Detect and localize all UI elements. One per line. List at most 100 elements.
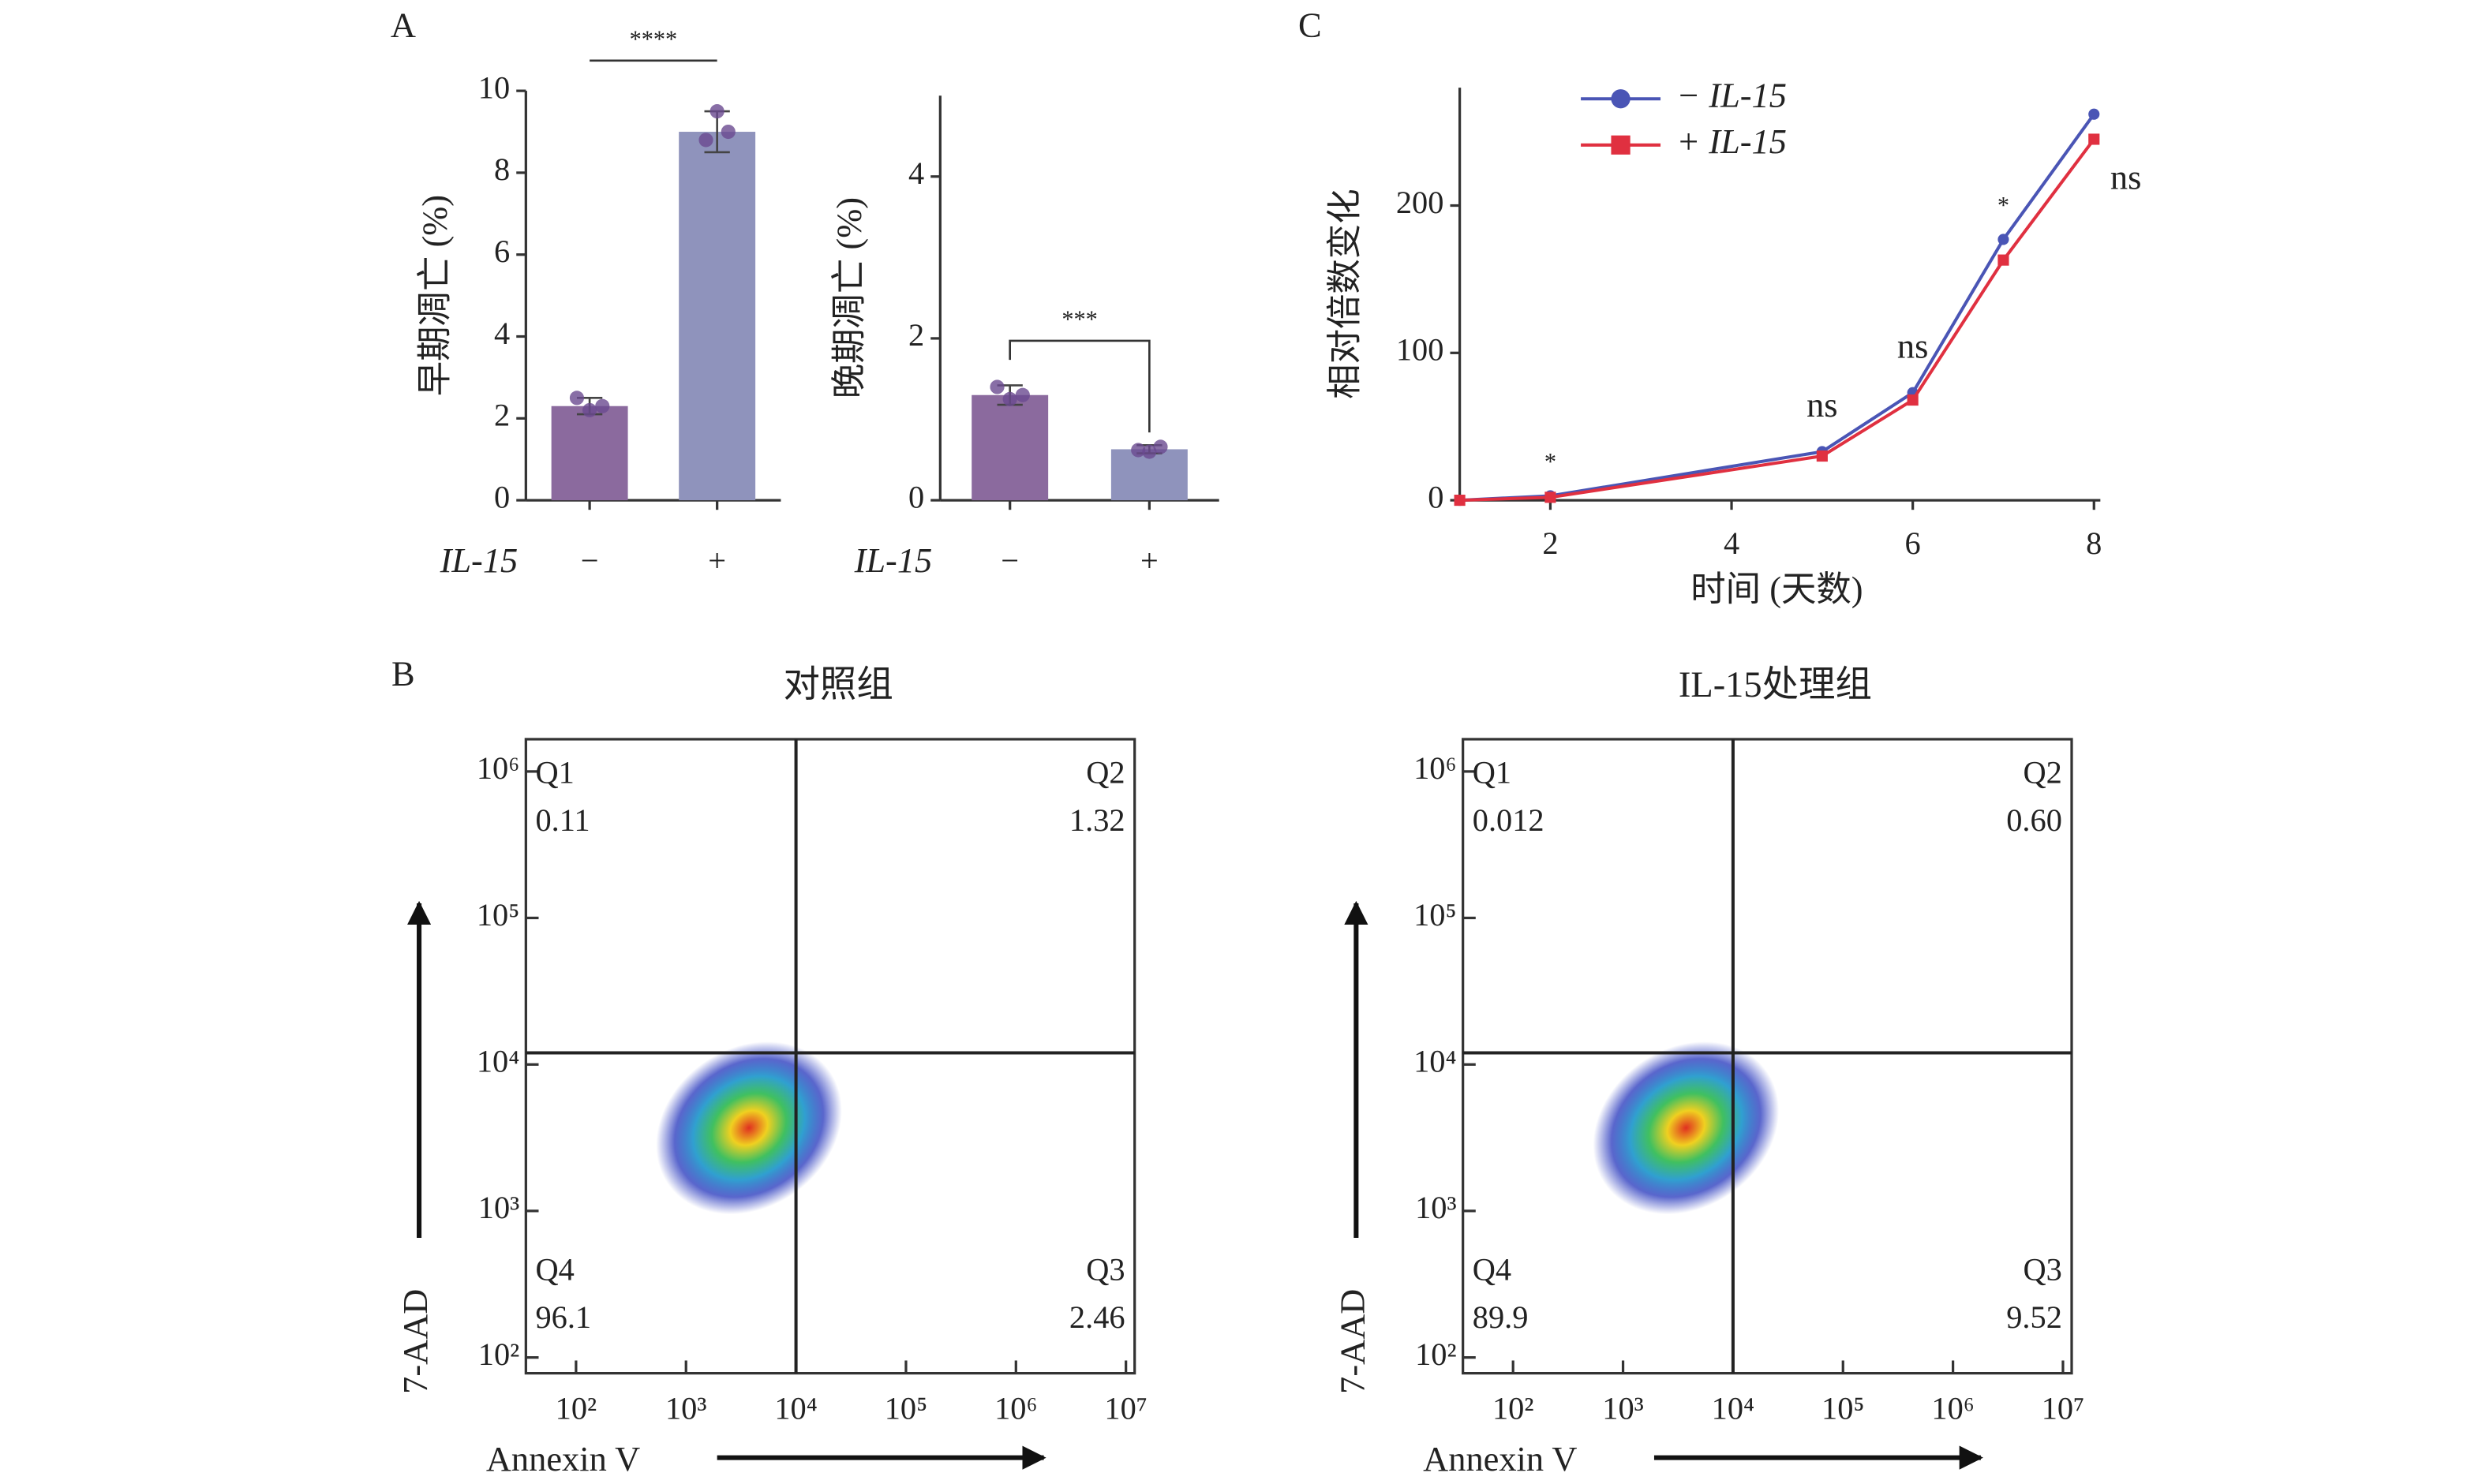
x-tick-label: 10⁵ — [1821, 1390, 1864, 1426]
point — [1002, 391, 1017, 406]
legend-marker — [1611, 89, 1631, 109]
quadrant-value: 9.52 — [2006, 1299, 2062, 1335]
y-tick-label: 2 — [494, 398, 510, 433]
x-tick-label: 10⁷ — [1104, 1390, 1147, 1426]
y-tick-label: 10³ — [478, 1190, 519, 1225]
marker — [2088, 108, 2100, 120]
quadrant-name: Q4 — [535, 1252, 574, 1288]
y-tick-label: 10⁵ — [477, 897, 519, 933]
quadrant-name: Q1 — [1473, 755, 1511, 791]
annotation: ns — [2110, 158, 2141, 197]
x-axis-label: Annexin V — [486, 1439, 640, 1478]
quadrant-value: 96.1 — [535, 1299, 591, 1335]
marker — [1454, 495, 1466, 507]
x-tick-label: 10⁶ — [994, 1390, 1037, 1426]
x-tick-label: − — [1001, 543, 1019, 578]
y-tick-label: 10⁴ — [477, 1043, 519, 1078]
y-tick-label: 8 — [494, 151, 510, 187]
y-tick-label: 4 — [494, 316, 510, 351]
y-tick-label: 10⁵ — [1413, 897, 1456, 933]
quadrant-value: 0.60 — [2006, 802, 2062, 838]
point — [595, 398, 610, 413]
y-tick-label: 0 — [908, 479, 924, 514]
x-tick-label: 10⁶ — [1931, 1390, 1974, 1426]
quadrant-name: Q1 — [535, 755, 574, 791]
plot-frame — [1462, 738, 2073, 1375]
plot-frame — [524, 738, 1136, 1375]
series-line — [1459, 113, 2095, 503]
marker — [1907, 394, 1919, 406]
quadrant-name: Q3 — [2024, 1252, 2062, 1288]
y-tick-label: 2 — [908, 317, 924, 353]
annotation: ns — [1806, 385, 1837, 424]
y-axis-label: 7-AAD — [395, 1289, 435, 1394]
y-tick-label: 0 — [494, 479, 510, 514]
point — [569, 391, 585, 406]
point — [990, 379, 1005, 394]
legend-marker — [1611, 135, 1631, 155]
density-cloud — [656, 1041, 842, 1215]
y-tick-label: 10⁶ — [477, 750, 519, 786]
panel-label: C — [1298, 6, 1322, 45]
x-axis-label: 时间 (天数) — [1690, 569, 1863, 608]
x-axis-label: IL-15 — [440, 540, 519, 580]
y-tick-label: 10⁴ — [1413, 1043, 1456, 1078]
marker — [2088, 133, 2100, 145]
point — [721, 124, 736, 140]
quadrant-value: 1.32 — [1069, 802, 1125, 838]
y-axis-label: 早期凋亡 (%) — [414, 195, 454, 396]
point — [1015, 387, 1030, 402]
y-axis-label: 7-AAD — [1333, 1289, 1372, 1394]
y-axis-label: 晚期凋亡 (%) — [829, 197, 868, 398]
quadrant-value: 89.9 — [1473, 1299, 1529, 1335]
series-line — [1459, 138, 2095, 503]
bar — [972, 394, 1049, 501]
quadrant-name: Q3 — [1086, 1252, 1125, 1288]
significance: *** — [1061, 306, 1097, 333]
x-tick-label: 10² — [556, 1390, 597, 1426]
x-tick-label: 6 — [1905, 525, 1921, 561]
panel-label: B — [391, 653, 415, 693]
legend-label: + IL-15 — [1676, 121, 1787, 161]
significance-bracket — [1009, 339, 1151, 433]
x-tick-label: − — [581, 543, 599, 578]
point — [698, 133, 713, 148]
marker — [1997, 254, 2009, 266]
x-tick-label: 2 — [1542, 525, 1558, 561]
point — [1142, 444, 1157, 459]
x-tick-label: + — [1140, 543, 1159, 578]
quadrant-value: 0.012 — [1473, 802, 1544, 838]
y-axis-label: 相对倍数变化 — [1324, 189, 1364, 398]
y-tick-label: 10² — [478, 1336, 519, 1372]
density-cloud — [1593, 1041, 1780, 1215]
y-tick-label: 6 — [494, 234, 510, 269]
y-tick-label: 0 — [1428, 479, 1443, 514]
x-axis-label: Annexin V — [1423, 1439, 1577, 1478]
marker — [1544, 492, 1556, 503]
point — [709, 104, 724, 119]
plot-title: 对照组 — [783, 665, 893, 705]
significance: **** — [630, 25, 678, 52]
x-tick-label: + — [708, 543, 726, 578]
y-tick-label: 100 — [1396, 332, 1444, 368]
annotation: * — [1997, 192, 2009, 219]
marker — [1816, 450, 1828, 462]
point — [1131, 443, 1146, 458]
y-tick-label: 200 — [1396, 185, 1444, 220]
quadrant-name: Q4 — [1473, 1252, 1511, 1288]
bar — [551, 406, 628, 501]
x-tick-label: 10³ — [665, 1390, 706, 1426]
annotation: * — [1544, 448, 1556, 475]
quadrant-value: 0.11 — [535, 802, 590, 838]
y-tick-label: 10³ — [1415, 1190, 1456, 1225]
panel-label: A — [391, 6, 416, 45]
y-tick-label: 10⁶ — [1413, 750, 1456, 786]
legend-label: − IL-15 — [1676, 75, 1787, 114]
x-tick-label: 10⁵ — [885, 1390, 927, 1426]
y-tick-label: 10² — [1415, 1336, 1456, 1372]
x-tick-label: 8 — [2086, 525, 2102, 561]
y-tick-label: 4 — [908, 155, 924, 191]
x-tick-label: 10³ — [1602, 1390, 1643, 1426]
